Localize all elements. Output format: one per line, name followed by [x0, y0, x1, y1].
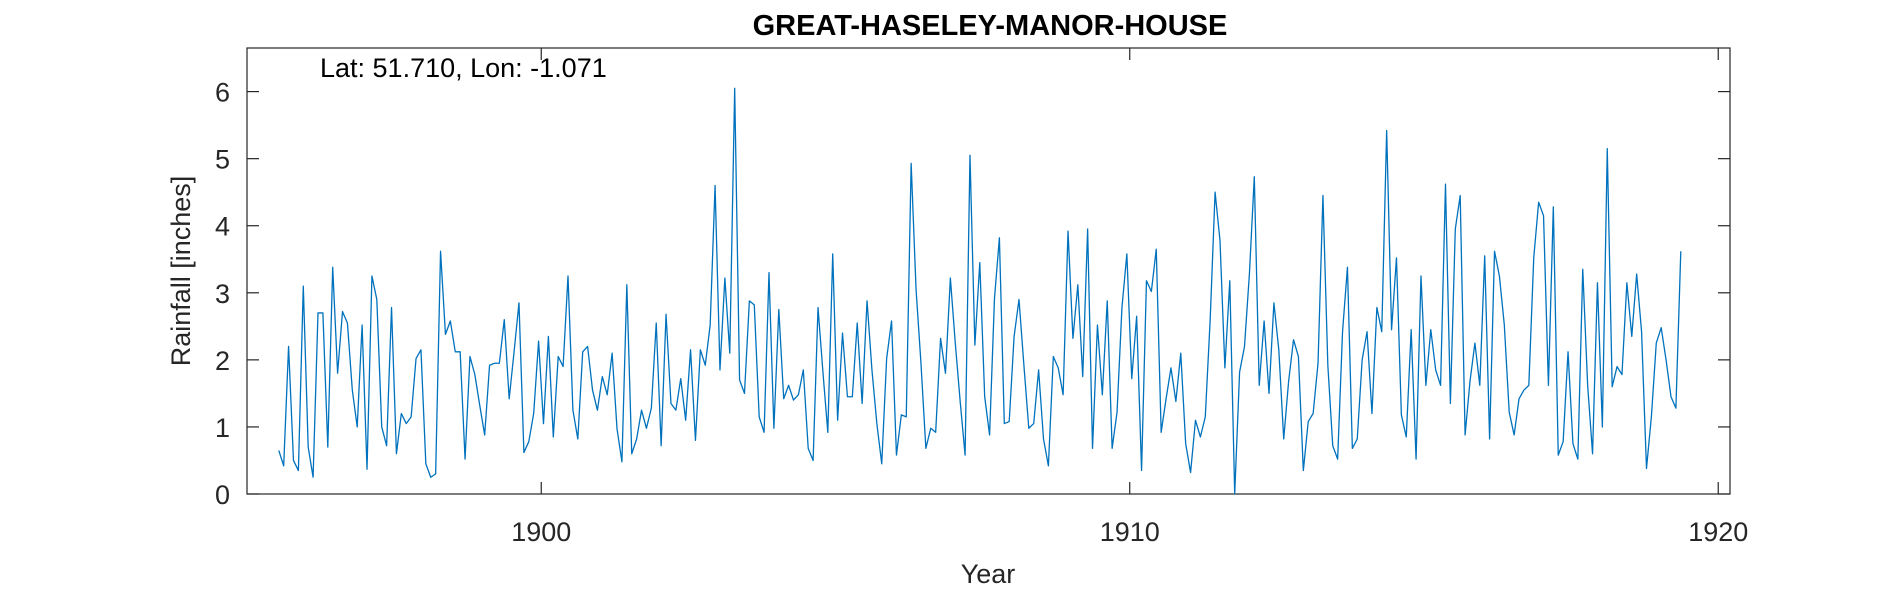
x-tick-label: 1920 — [1688, 517, 1748, 547]
axis-ticks — [247, 48, 1730, 495]
y-tick-label: 1 — [215, 413, 230, 443]
y-tick-label: 4 — [215, 212, 230, 242]
rainfall-series-line — [278, 87, 1682, 495]
location-annotation: Lat: 51.710, Lon: -1.071 — [320, 53, 607, 83]
y-axis-label: Rainfall [inches] — [166, 176, 196, 367]
tick-labels: 0 1 2 3 4 5 6 1900 1910 1920 — [215, 78, 1748, 547]
x-tick-label: 1910 — [1100, 517, 1160, 547]
y-tick-label: 5 — [215, 145, 230, 175]
y-tick-label: 6 — [215, 78, 230, 108]
y-tick-label: 3 — [215, 279, 230, 309]
x-axis-label: Year — [961, 559, 1016, 589]
x-tick-label: 1900 — [511, 517, 571, 547]
y-tick-label: 2 — [215, 346, 230, 376]
chart-title: GREAT-HASELEY-MANOR-HOUSE — [753, 10, 1228, 42]
plot-area: 0 1 2 3 4 5 6 1900 1910 1920 — [215, 47, 1748, 547]
y-tick-label: 0 — [215, 480, 230, 510]
plot-frame — [246, 47, 1731, 495]
